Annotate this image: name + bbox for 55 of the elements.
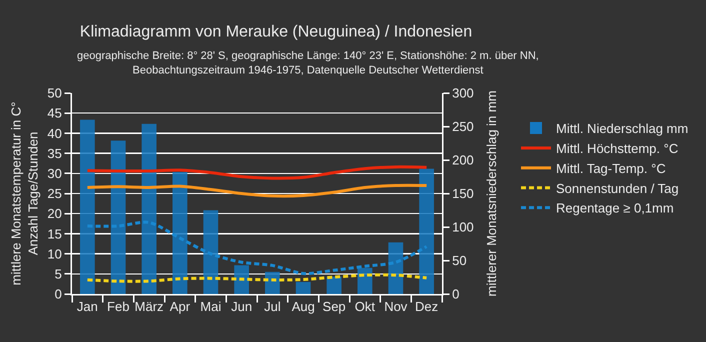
y-tick-label: 40 — [47, 126, 62, 141]
y-tick-label: 35 — [47, 146, 62, 161]
x-tick-label: Mai — [200, 299, 222, 314]
line-series — [86, 220, 428, 276]
bar — [419, 168, 434, 294]
bar — [203, 210, 218, 294]
bar — [326, 276, 342, 294]
x-tick-label: Jul — [264, 299, 281, 314]
y-tick-label: 45 — [47, 106, 62, 121]
y2-tick-label: 300 — [452, 86, 474, 101]
chart-subtitle: geographische Breite: 8° 28' S, geographische Länge: 140° 23' E, Stationshöhe: 2 m. über NN, Beobachtungszeitraum 1946-1975, Datenquelle Deutscher Wetterdienst — [77, 50, 539, 76]
x-tick-label: Dez — [415, 299, 438, 314]
y-tick-label: 0 — [54, 286, 62, 302]
x-tick-label: Aug — [292, 299, 315, 314]
bar — [172, 172, 188, 294]
y2-tick-label: 0 — [452, 286, 460, 302]
x-tick-label: Jan — [76, 299, 98, 314]
legend-label: Mittl. Tag-Temp. °C — [556, 160, 666, 176]
bar — [142, 124, 156, 294]
x-tick-label: Sep — [322, 299, 346, 314]
line-series — [86, 184, 428, 198]
bar — [110, 140, 126, 294]
bar — [265, 272, 280, 294]
x-tick-label: März — [134, 299, 164, 314]
legend-label: Mittl. Höchsttemp. °C — [556, 141, 678, 156]
y-axis-title: mittlere Monatstemperatur in C° Anzahl Tage/Stunden — [8, 102, 41, 286]
legend-label: Regentage ≥ 0,1mm — [556, 200, 674, 216]
bar — [358, 268, 372, 294]
y-tick-label: 50 — [47, 86, 62, 101]
bar — [80, 120, 95, 294]
legend-label: Mittl. Niederschlag mm — [556, 121, 688, 136]
y-tick-label: 5 — [54, 266, 62, 282]
x-tick-label: Feb — [107, 299, 130, 314]
y-tick-label: 20 — [47, 206, 62, 222]
y-tick-label: 30 — [47, 166, 62, 181]
y2-tick-label: 250 — [452, 119, 474, 134]
legend-label: Sonnenstunden / Tag — [556, 180, 679, 196]
line-series — [86, 273, 428, 283]
bar — [388, 242, 404, 294]
y2-tick-label: 100 — [452, 220, 474, 235]
bar — [296, 282, 311, 294]
line-series — [86, 165, 428, 180]
x-tick-label: Okt — [354, 299, 376, 314]
y2-tick-label: 50 — [452, 253, 467, 268]
y2-tick-label: 200 — [452, 152, 474, 168]
chart-title: Klimadiagramm von Merauke (Neuguinea) / Indonesien — [80, 24, 472, 41]
y-tick-label: 25 — [47, 186, 62, 202]
bar — [234, 265, 249, 294]
x-tick-label: Jun — [231, 299, 252, 314]
y-tick-label: 10 — [47, 246, 62, 262]
y2-tick-label: 150 — [452, 186, 474, 202]
y2-axis-title: mittlerer Monatsniederschlag in mm — [484, 90, 500, 296]
x-tick-label: Apr — [170, 299, 191, 314]
x-tick-label: Nov — [384, 299, 408, 314]
y-tick-label: 15 — [47, 226, 62, 242]
